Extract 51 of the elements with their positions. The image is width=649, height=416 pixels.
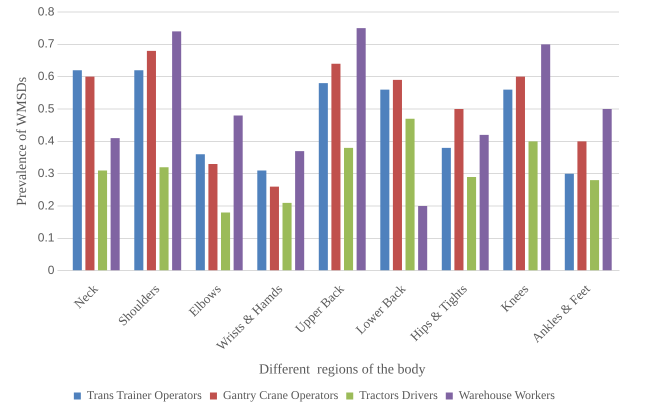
y-tick-label: 0.5	[38, 101, 55, 116]
y-tick-label: 0.8	[38, 4, 55, 18]
bar	[146, 50, 156, 270]
bar	[418, 206, 428, 270]
bar	[480, 134, 489, 270]
y-axis-title: Prevalence of WMSDs	[15, 76, 30, 206]
legend-label: Tractors Drivers	[359, 388, 438, 402]
bar	[257, 170, 266, 270]
bar	[85, 76, 94, 270]
bar	[528, 141, 538, 270]
bar	[98, 170, 108, 270]
bar	[196, 154, 205, 270]
bar	[590, 180, 600, 270]
bar	[208, 164, 218, 270]
bar	[72, 70, 82, 270]
bar	[564, 174, 574, 270]
y-tick-label: 0.7	[38, 36, 55, 51]
y-tick-label: 0.3	[38, 166, 55, 180]
bar	[172, 31, 182, 270]
bar	[221, 212, 230, 270]
legend-label: Warehouse Workers	[458, 388, 556, 402]
bar	[331, 64, 340, 270]
bar	[516, 76, 525, 270]
y-tick-label: 0.6	[38, 69, 55, 83]
bar	[454, 109, 464, 270]
legend-label: Trans Trainer Operators	[86, 388, 202, 402]
y-tick-label: 0.1	[38, 230, 55, 245]
bar	[406, 118, 415, 270]
y-tick-label: 0.4	[38, 134, 55, 148]
y-tick-label: 0	[48, 263, 55, 278]
bar	[344, 148, 354, 270]
x-axis-title: Different regions of the body	[258, 362, 426, 378]
bar	[282, 202, 292, 270]
bar	[380, 90, 390, 270]
bar	[270, 186, 279, 270]
bar	[110, 138, 120, 270]
bar	[442, 148, 451, 270]
bar	[577, 141, 586, 270]
bar	[160, 167, 169, 270]
bar	[295, 151, 304, 270]
y-tick-label: 0.2	[38, 198, 55, 212]
bar	[356, 28, 366, 270]
bar	[392, 80, 402, 270]
legend-label: Gantry Crane Operators	[222, 388, 339, 402]
bar	[467, 176, 476, 270]
bar	[318, 83, 328, 270]
bar	[602, 109, 612, 270]
bar	[503, 90, 512, 270]
bar	[541, 44, 550, 270]
bar	[234, 116, 243, 270]
bar	[134, 70, 144, 270]
